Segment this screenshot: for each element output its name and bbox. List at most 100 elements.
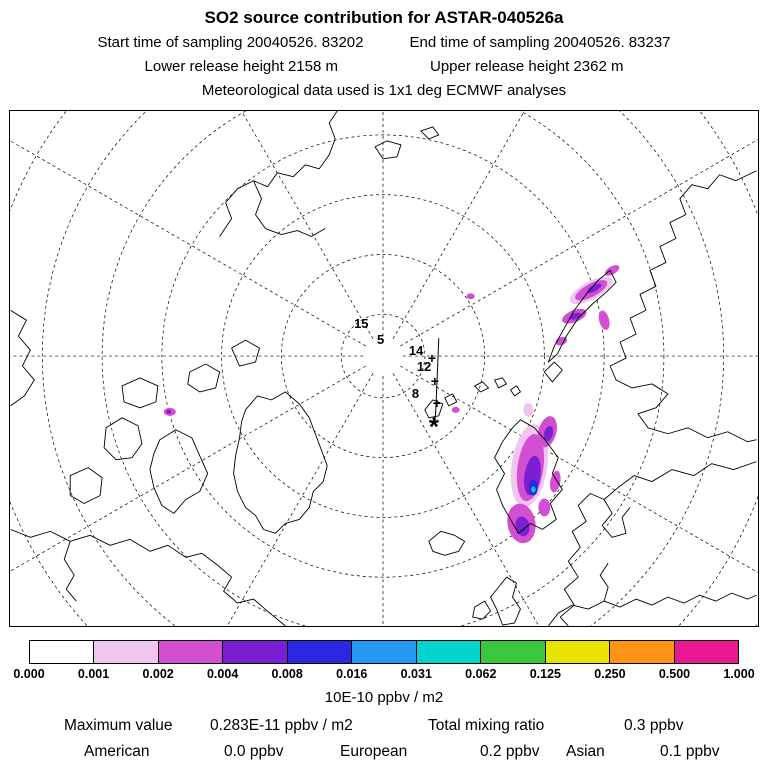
colorbar-segment — [481, 641, 546, 663]
colorbar-units-label: 10E-10 ppbv / m2 — [324, 689, 444, 706]
graticule-circle — [10, 111, 758, 626]
colorbar-segment — [30, 641, 95, 663]
graticule-circle — [281, 254, 485, 459]
coastline — [547, 269, 617, 363]
colorbar-segment — [545, 641, 611, 663]
coastline — [510, 385, 521, 397]
colorbar-segment — [94, 641, 159, 663]
coastline — [219, 111, 338, 237]
plume-blob — [523, 402, 534, 417]
coastline — [601, 499, 631, 538]
graticule-circle — [9, 110, 759, 627]
colorbar-segment — [416, 641, 482, 663]
graticule-meridian — [392, 111, 525, 339]
plume-layer — [163, 265, 620, 544]
figure-title: SO2 source contribution for ASTAR-040526… — [204, 8, 564, 27]
colorbar-segment — [610, 641, 675, 663]
graticule-circle — [161, 134, 605, 578]
coastline — [494, 419, 563, 534]
graticule-meridian — [10, 140, 366, 347]
graticule-circle — [10, 622, 758, 626]
colorbar-tick-label: 0.062 — [465, 667, 497, 681]
colorbar-tick-label: 0.016 — [336, 667, 368, 681]
sources-row: American 0.0 ppbv European 0.2 ppbv Asia… — [0, 742, 768, 761]
coastline — [543, 361, 563, 383]
met-data-text: Meteorological data used is 1x1 deg ECMW… — [201, 82, 567, 99]
coastline — [69, 467, 103, 504]
plume-blob — [598, 310, 610, 330]
trajectory-marker: + — [431, 373, 439, 389]
graticule-meridian — [392, 373, 540, 626]
coastline — [474, 381, 490, 393]
plume-blob — [466, 293, 475, 300]
start-time-text: Start time of sampling 20040526. 83202 — [97, 34, 364, 51]
trajectory-marker: * — [429, 414, 440, 442]
graticule-circle — [340, 313, 426, 399]
colorbar: 0.000 0.001 0.002 0.004 0.008 0.016 0.031 0.062… — [13, 640, 755, 706]
coastline — [253, 180, 326, 237]
met-data-row: Meteorological data used is 1x1 deg ECMW… — [0, 82, 768, 100]
coastline — [10, 528, 286, 626]
coastline — [233, 391, 328, 534]
coastline — [63, 541, 77, 602]
graticule-meridian — [400, 139, 758, 347]
coastline — [103, 417, 143, 461]
plume-blob — [166, 409, 172, 414]
trajectory-line — [434, 338, 440, 424]
graticule-meridian — [400, 365, 758, 573]
coastline — [10, 309, 35, 407]
source-american-value: 0.0 ppbv — [224, 743, 284, 760]
trajectory-marker: 14 — [409, 343, 424, 358]
trajectory-marker: + — [428, 350, 436, 366]
colorbar-segment — [352, 641, 417, 663]
colorbar-tick-label: 0.002 — [142, 667, 174, 681]
coastline — [420, 126, 440, 140]
upper-release-text: Upper release height 2362 m — [430, 58, 624, 75]
colorbar-track — [29, 640, 739, 664]
coastlines — [10, 111, 757, 626]
coastline — [424, 399, 444, 419]
release-heights-row: Lower release height 2158 m Upper releas… — [0, 58, 768, 76]
total-mixing-ratio-label: Total mixing ratio — [428, 717, 545, 734]
end-time-text: End time of sampling 20040526. 83237 — [409, 34, 671, 51]
colorbar-tick-label: 1.000 — [723, 667, 755, 681]
coastline — [559, 461, 757, 626]
colorbar-ticks: 0.000 0.001 0.002 0.004 0.008 0.016 0.031 0.062… — [13, 667, 754, 683]
colorbar-segment — [287, 641, 353, 663]
graticule — [9, 110, 759, 627]
source-european-label: European — [340, 743, 408, 760]
plume-blob — [531, 486, 536, 493]
maximum-value: 0.283E-11 ppbv / m2 — [210, 717, 353, 734]
coastline — [149, 429, 209, 514]
colorbar-segment — [158, 641, 224, 663]
colorbar-tick-label: 0.001 — [77, 667, 110, 681]
graticule-circle — [101, 111, 665, 626]
plume-blob — [515, 516, 530, 537]
coastline — [490, 576, 521, 626]
map-panel: 15 5 14 12 8 + + + * — [9, 110, 759, 627]
lower-release-text: Lower release height 2158 m — [144, 58, 338, 75]
colorbar-segment — [674, 641, 738, 663]
trajectory-marker: 12 — [417, 359, 431, 374]
plume-blob — [587, 283, 602, 293]
source-american-label: American — [84, 743, 150, 760]
colorbar-tick-label: 0.125 — [529, 667, 561, 681]
coastline — [374, 140, 402, 160]
stats-row: Maximum value 0.283E-11 ppbv / m2 Total … — [0, 716, 768, 735]
plume-blob — [550, 470, 561, 493]
coastline — [187, 363, 221, 393]
plume-blob — [604, 265, 620, 276]
coastline — [472, 600, 492, 620]
colorbar-tick-label: 0.004 — [206, 667, 239, 681]
colorbar-tick-label: 0.250 — [594, 667, 626, 681]
colorbar-tick-label: 0.500 — [658, 667, 691, 681]
source-asian-label: Asian — [566, 743, 605, 760]
plume-blob — [543, 425, 554, 442]
maximum-value-label: Maximum value — [64, 717, 173, 734]
coastline — [609, 170, 757, 443]
trajectory-marker: 8 — [412, 386, 419, 401]
sampling-times-row: Start time of sampling 20040526. 83202 E… — [0, 34, 768, 52]
